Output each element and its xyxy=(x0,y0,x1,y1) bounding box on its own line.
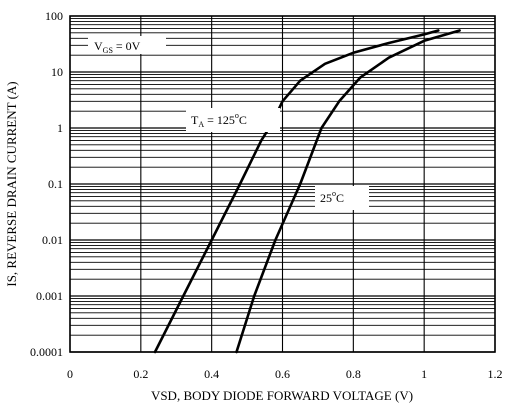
annotation-25c-sup: o xyxy=(332,189,336,198)
plot-frame xyxy=(69,15,496,353)
annotation-vgs: VGS = 0V xyxy=(88,36,166,55)
x-tick-label: 0.8 xyxy=(346,367,361,381)
annotation-125c-main: T xyxy=(191,113,199,127)
grid xyxy=(69,16,496,353)
series-line-1 xyxy=(235,29,461,354)
annotation-125c-tail: C xyxy=(239,113,247,127)
annotation-vgs-main: V xyxy=(94,39,103,53)
y-tick-label: 100 xyxy=(45,9,63,23)
svg-text:25oC: 25oC xyxy=(320,189,344,205)
y-tick-label: 0.1 xyxy=(48,177,63,191)
y-tick-label: 0.0001 xyxy=(30,345,63,359)
svg-text:VGS = 0V: VGS = 0V xyxy=(94,39,141,55)
y-tick-label: 0.01 xyxy=(42,233,63,247)
x-tick-label: 1 xyxy=(421,367,427,381)
series-line-0 xyxy=(153,29,440,354)
x-tick-label: 1.2 xyxy=(488,367,503,381)
x-tick-label: 0.6 xyxy=(275,367,290,381)
y-tick-label: 0.001 xyxy=(36,289,63,303)
annotation-125c: TA = 125oC xyxy=(186,108,280,132)
y-axis-label: IS, REVERSE DRAIN CURRENT (A) xyxy=(4,81,19,286)
annotation-vgs-rest: = 0V xyxy=(113,39,141,53)
x-tick-label: 0 xyxy=(67,367,73,381)
svg-text:TA = 125oC: TA = 125oC xyxy=(191,111,247,129)
annotation-125c-sup: o xyxy=(235,111,239,120)
annotation-25c: 25oC xyxy=(315,186,369,210)
annotation-125c-sub: A xyxy=(198,120,204,129)
tick-labels: 0 0.2 0.4 0.6 0.8 1 1.2 0.0001 0.001 0.01 0.1 1 10 10… xyxy=(30,9,503,381)
annotation-25c-tail: C xyxy=(336,191,344,205)
y-tick-label: 1 xyxy=(57,121,63,135)
x-tick-label: 0.2 xyxy=(133,367,148,381)
annotation-125c-rest: = 125 xyxy=(204,113,235,127)
x-axis-label: VSD, BODY DIODE FORWARD VOLTAGE (V) xyxy=(151,388,413,403)
annotation-vgs-sub: GS xyxy=(103,46,113,55)
curves xyxy=(153,29,461,354)
y-tick-label: 10 xyxy=(51,65,63,79)
x-tick-label: 0.4 xyxy=(204,367,219,381)
annotation-25c-main: 25 xyxy=(320,191,332,205)
